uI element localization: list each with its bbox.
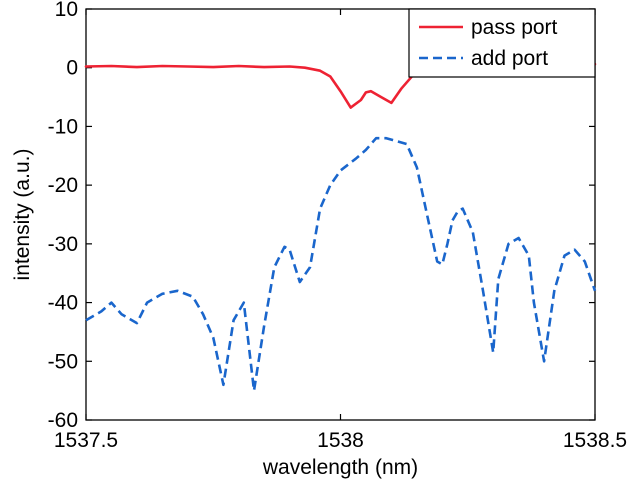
y-tick-label: 10	[55, 0, 78, 21]
y-tick-label: 0	[66, 57, 78, 80]
x-tick-label: 1538	[317, 429, 364, 452]
y-tick-label: -60	[48, 409, 78, 432]
y-tick-label: -50	[48, 350, 78, 373]
series-line-add-port	[85, 136, 597, 392]
x-tick-label: 1538.5	[563, 429, 627, 452]
y-axis: 10 0 -10 -20 -30 -40 -50 -60	[48, 0, 595, 432]
x-tick-label: 1537.5	[54, 429, 118, 452]
x-axis: 1537.5 1538 1538.5	[54, 9, 627, 452]
legend-label: pass port	[471, 16, 558, 39]
legend: pass port add port	[408, 8, 596, 78]
x-axis-label: wavelength (nm)	[262, 456, 418, 479]
y-axis-label: intensity (a.u.)	[11, 149, 34, 281]
y-tick-label: -10	[48, 115, 78, 138]
legend-box	[408, 8, 596, 78]
y-tick-label: -30	[48, 233, 78, 256]
y-tick-label: -40	[48, 292, 78, 315]
y-tick-label: -20	[48, 174, 78, 197]
legend-label: add port	[471, 47, 548, 70]
